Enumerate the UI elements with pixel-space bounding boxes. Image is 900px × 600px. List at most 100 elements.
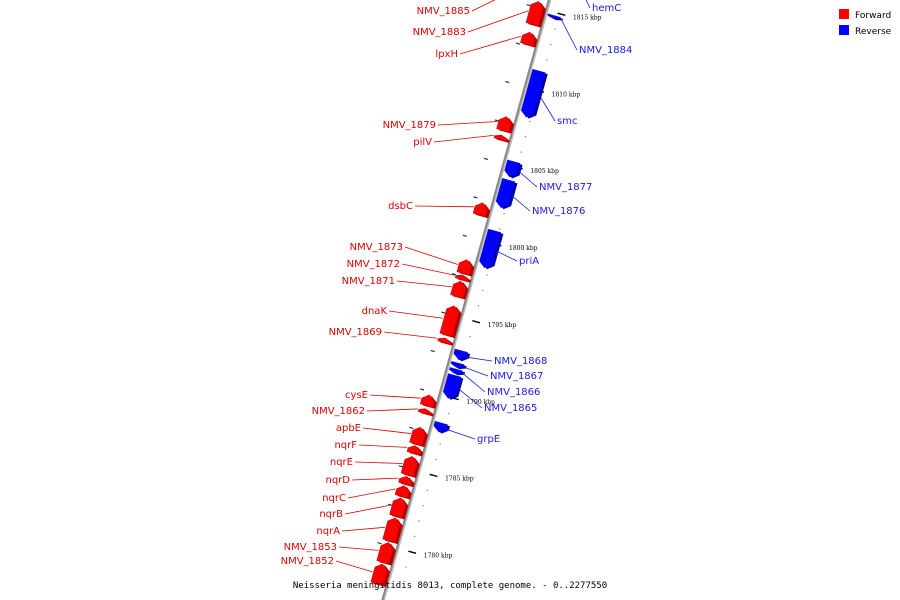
gene-arrow-dnak[interactable] <box>439 305 460 337</box>
minor-tick <box>494 119 499 122</box>
gene-label[interactable]: nqrA <box>316 526 340 537</box>
gene-label[interactable]: nqrB <box>319 509 343 520</box>
minor-tick <box>439 443 441 445</box>
gene-arrow-nqre[interactable] <box>400 456 418 477</box>
gene-arrow-nmv-1865[interactable] <box>443 373 462 399</box>
gene-arrow-nqrc[interactable] <box>394 485 410 499</box>
gene-arrow-nqra[interactable] <box>382 517 401 543</box>
gene-arrow-nmv-1883[interactable] <box>525 1 544 27</box>
minor-tick <box>526 4 531 7</box>
minor-tick <box>505 80 510 84</box>
gene-arrow-grpe[interactable] <box>433 420 448 433</box>
gene-arrow-nmv-1867[interactable] <box>450 361 465 368</box>
gene-label[interactable]: dnaK <box>362 306 388 317</box>
gene-label[interactable]: NMV_1877 <box>539 182 592 193</box>
gene-arrow-nmv-1852[interactable] <box>370 563 388 586</box>
gene-label[interactable]: NMV_1866 <box>487 387 540 398</box>
gene-label[interactable]: pilV <box>413 137 432 148</box>
gene-label[interactable]: NMV_1853 <box>284 542 337 553</box>
gene-leader-line <box>539 95 556 122</box>
scale-tick-label: 1815 kbp <box>573 14 602 21</box>
gene-label[interactable]: dsbC <box>388 201 413 212</box>
gene-label[interactable]: cysE <box>345 390 368 401</box>
gene-label[interactable]: grpE <box>477 434 500 445</box>
gene-label[interactable]: NMV_1879 <box>383 120 436 131</box>
legend-swatch-forward <box>839 9 849 19</box>
minor-tick <box>451 273 457 276</box>
gene-label[interactable]: lpxH <box>435 49 458 60</box>
gene-arrow-nmv-1879[interactable] <box>496 116 512 133</box>
gene-leader-line <box>471 0 496 12</box>
gene-leader-line <box>462 373 486 393</box>
gene-label[interactable]: NMV_1865 <box>484 403 537 414</box>
gene-label[interactable]: NMV_1871 <box>342 276 395 287</box>
gene-arrow-apbe[interactable] <box>409 426 426 446</box>
gene-arrow-nmv-1876[interactable] <box>495 178 516 208</box>
minor-tick <box>388 503 393 506</box>
gene-arrow-pilv[interactable] <box>493 134 508 142</box>
gene-leader-line <box>341 526 385 532</box>
gene-leader-line <box>358 444 408 448</box>
gene-label[interactable]: nqrE <box>330 457 353 468</box>
gene-leader-line <box>362 427 411 434</box>
gene-label[interactable]: NMV_1862 <box>312 406 365 417</box>
gene-label[interactable]: NMV_1885 <box>417 6 470 17</box>
gene-arrow-nmv-1868[interactable] <box>453 348 468 361</box>
gene-arrow-nmv-1877[interactable] <box>504 159 521 178</box>
gene-label[interactable]: NMV_1876 <box>532 206 585 217</box>
minor-tick <box>499 228 501 230</box>
gene-arrow-cyse[interactable] <box>419 394 435 408</box>
gene-arrow-lpxh[interactable] <box>520 31 536 47</box>
gene-arrow-nmv-1871[interactable] <box>450 280 467 299</box>
gene-arrow-nmv-1853[interactable] <box>376 542 394 565</box>
major-tick <box>429 473 438 478</box>
gene-label[interactable]: nqrC <box>322 493 346 504</box>
minor-tick <box>515 42 521 45</box>
gene-leader-line <box>344 504 392 515</box>
gene-arrow-nqrd[interactable] <box>398 476 413 486</box>
gene-label[interactable]: NMV_1869 <box>329 327 382 338</box>
gene-arrow-nmv-1873[interactable] <box>456 259 473 276</box>
gene-leader-line <box>585 0 591 9</box>
scale-tick-label: 1780 kbp <box>424 552 453 559</box>
scale-tick-label: 1805 kbp <box>530 168 559 175</box>
gene-arrow-nmv-1869[interactable] <box>437 337 452 345</box>
gene-label[interactable]: smc <box>557 116 577 127</box>
gene-leader-line <box>518 171 538 188</box>
gene-leader-line <box>338 546 379 551</box>
minor-tick <box>377 542 382 545</box>
gene-label[interactable]: NMV_1873 <box>350 242 403 253</box>
minor-tick <box>441 311 446 314</box>
gene-label[interactable]: apbE <box>336 423 361 434</box>
legend: Forward Reverse <box>839 9 892 37</box>
gene-arrow-nmv-1866[interactable] <box>449 367 463 374</box>
gene-arrow-smc[interactable] <box>521 68 546 118</box>
gene-label[interactable]: hemC <box>592 3 621 14</box>
gene-features <box>370 1 564 588</box>
gene-leader-line <box>414 205 474 208</box>
gene-arrow-nqrb[interactable] <box>389 497 407 519</box>
gene-leader-line <box>366 408 418 412</box>
gene-label[interactable]: NMV_1867 <box>490 371 543 382</box>
minor-tick <box>520 151 522 153</box>
gene-arrow-pria[interactable] <box>479 228 502 268</box>
gene-leader-line <box>351 477 399 481</box>
gene-label[interactable]: NMV_1852 <box>281 556 334 567</box>
gene-arrow-nmv-1872[interactable] <box>454 274 469 282</box>
gene-label[interactable]: NMV_1872 <box>347 259 400 270</box>
gene-label[interactable]: NMV_1883 <box>413 27 466 38</box>
gene-label[interactable]: nqrF <box>334 440 357 451</box>
minor-tick <box>524 136 526 138</box>
gene-label[interactable]: NMV_1884 <box>579 45 632 56</box>
gene-arrow-nqrf[interactable] <box>406 445 421 456</box>
gene-arrow-dsbc[interactable] <box>472 202 488 217</box>
gene-label[interactable]: nqrD <box>326 475 351 486</box>
gene-label[interactable]: priA <box>519 256 539 267</box>
gene-label[interactable]: NMV_1868 <box>494 356 547 367</box>
minor-tick <box>409 426 414 430</box>
minor-tick <box>554 28 556 30</box>
gene-arrow-nmv-1884[interactable] <box>547 13 561 20</box>
legend-label-forward: Forward <box>855 11 891 21</box>
gene-arrow-nmv-1862[interactable] <box>417 408 432 416</box>
scale-tick-label: 1790 kbp <box>466 399 495 406</box>
